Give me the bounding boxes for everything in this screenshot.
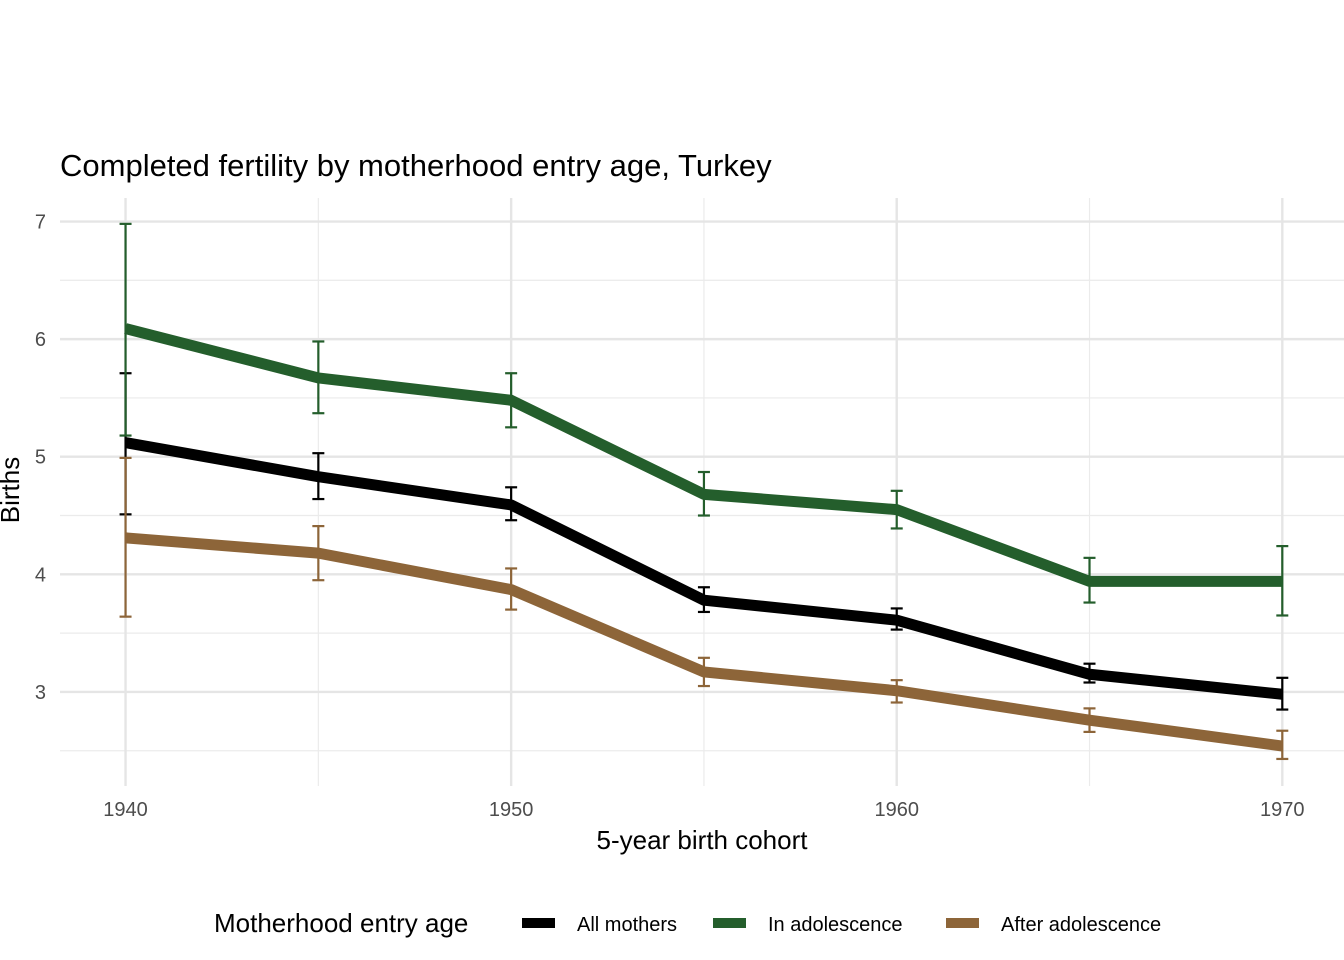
legend-label: In adolescence xyxy=(768,914,903,936)
x-tick-labels: 1940 1950 1960 1970 xyxy=(103,799,1304,821)
y-tick-label: 6 xyxy=(35,329,46,351)
grid xyxy=(60,198,1344,786)
y-axis-title: Births xyxy=(0,457,25,523)
series-line-all-mothers xyxy=(124,437,1283,700)
x-tick-label: 1940 xyxy=(103,799,148,821)
x-tick-label: 1970 xyxy=(1260,799,1305,821)
y-tick-label: 3 xyxy=(35,682,46,704)
series-line-after-adolescence xyxy=(125,532,1284,752)
error-bar xyxy=(119,456,132,618)
legend-key xyxy=(713,918,746,928)
legend-key xyxy=(522,918,555,928)
x-tick-label: 1960 xyxy=(874,799,919,821)
y-tick-label: 7 xyxy=(35,212,46,234)
legend-label: All mothers xyxy=(577,914,677,936)
y-tick-labels: 3 4 5 6 7 xyxy=(35,212,46,704)
legend-key xyxy=(946,918,979,928)
x-tick-label: 1950 xyxy=(489,799,534,821)
series-line-in-adolescence xyxy=(124,323,1283,587)
y-tick-label: 5 xyxy=(35,447,46,469)
legend: Motherhood entry age All mothers In adole… xyxy=(214,908,1161,938)
y-tick-label: 4 xyxy=(35,564,46,586)
legend-title: Motherhood entry age xyxy=(214,908,468,938)
chart-title: Completed fertility by motherhood entry … xyxy=(60,148,772,183)
x-axis-title: 5-year birth cohort xyxy=(597,825,809,855)
legend-label: After adolescence xyxy=(1001,914,1161,936)
series-lines xyxy=(124,323,1284,752)
